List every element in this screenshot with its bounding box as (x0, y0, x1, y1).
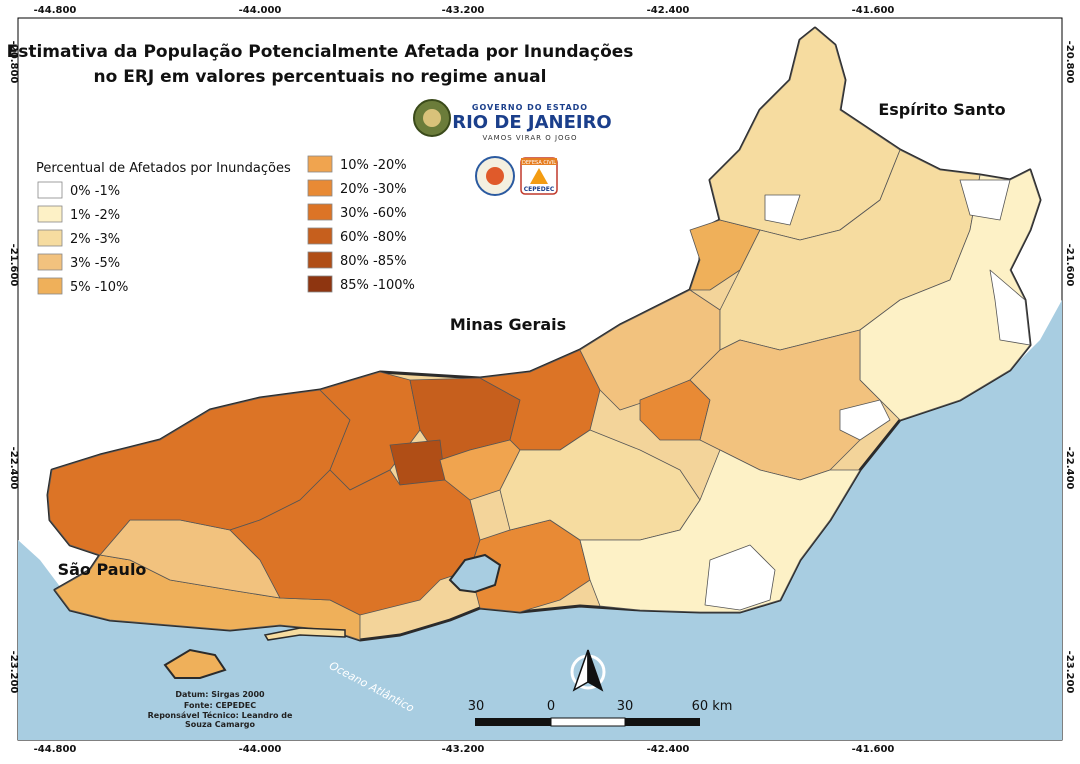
coord-bottom-label: -44.000 (239, 744, 282, 755)
scale-label: 60 km (692, 699, 733, 714)
agency-badges: DEFESA CIVIL CEPEDEC (475, 156, 558, 196)
legend-swatch (37, 181, 63, 199)
legend-label: 20% -30% (340, 182, 407, 197)
marambaia (263, 627, 346, 641)
legend-swatch (307, 275, 333, 293)
cepedec-text: CEPEDEC (524, 186, 555, 193)
region-white-lagos (704, 544, 776, 611)
map-title-line2: no ERJ em valores percentuais no regime … (94, 67, 547, 87)
coord-right-label: -22.400 (1064, 447, 1075, 490)
coord-top-label: -44.000 (239, 5, 282, 16)
legend-swatch (37, 205, 63, 223)
coord-top-label: -44.800 (34, 5, 77, 16)
legend-swatch (307, 179, 333, 197)
municipalities (47, 27, 1041, 641)
coord-left-label: -20.800 (8, 41, 19, 84)
coord-right-label: -23.200 (1064, 651, 1075, 694)
coord-left-label: -23.200 (8, 651, 19, 694)
coord-top-label: -41.600 (852, 5, 895, 16)
state-label-mg: Minas Gerais (450, 315, 566, 334)
logo-line3: VAMOS VIRAR O JOGO (483, 134, 578, 142)
legend-items: 0% -1% 1% -2% 2% -3% 3% -5% 5% -10% 10% -20% 2… (37, 155, 415, 295)
state-label-es: Espírito Santo (878, 100, 1005, 119)
coord-bottom-label: -44.800 (34, 744, 77, 755)
cepedec-triangle-icon (530, 168, 548, 184)
coord-right-label: -20.800 (1064, 41, 1075, 84)
scale-label: 30 (617, 699, 634, 714)
coord-right: -20.800 -21.600 -22.400 -23.200 (1064, 41, 1075, 694)
ilha-grande (163, 648, 227, 679)
region-white-north (959, 179, 1011, 221)
region-metro (229, 469, 481, 616)
legend-label: 60% -80% (340, 230, 407, 245)
legend-label: 30% -60% (340, 206, 407, 221)
institute-seal-center-icon (486, 167, 504, 185)
legend-swatch (307, 227, 333, 245)
legend-swatch (37, 253, 63, 271)
scale-label: 30 (468, 699, 485, 714)
north-arrow-icon (570, 649, 606, 692)
legend-swatch (37, 229, 63, 247)
region-white-east (989, 269, 1031, 346)
legend: Percentual de Afetados por Inundações (36, 161, 291, 176)
coord-bottom-label: -41.600 (852, 744, 895, 755)
scale-segment-black (475, 718, 551, 726)
legend-label: 5% -10% (70, 280, 128, 295)
legend-label: 85% -100% (340, 278, 415, 293)
scale-label: 0 (547, 699, 555, 714)
credit-responsavel: Reponsável Técnico: Leandro de (148, 710, 293, 720)
coord-top-label: -42.400 (647, 5, 690, 16)
coord-bottom: -44.800 -44.000 -43.200 -42.400 -41.600 (34, 744, 895, 755)
coord-bottom-label: -43.200 (442, 744, 485, 755)
region-white-coast (839, 399, 891, 441)
credit-responsavel-name: Souza Camargo (185, 720, 255, 729)
legend-label: 10% -20% (340, 158, 407, 173)
coord-left: -20.800 -21.600 -22.400 -23.200 (8, 41, 19, 694)
cepedec-badge-top-icon (521, 158, 557, 165)
guanabara-bay (448, 553, 502, 594)
ocean (18, 300, 1062, 740)
logo-line2: RIO DE JANEIRO (452, 112, 611, 133)
legend-label: 80% -85% (340, 254, 407, 269)
legend-label: 1% -2% (70, 208, 120, 223)
region-lagos (579, 449, 861, 613)
coord-right-label: -21.600 (1064, 244, 1075, 287)
defesa-civil-text: DEFESA CIVIL (522, 160, 556, 166)
legend-swatch (307, 251, 333, 269)
region-white-small (764, 194, 801, 226)
legend-swatch (307, 203, 333, 221)
legend-swatch (307, 155, 333, 173)
map-title-line1: Estimativa da População Potencialmente A… (7, 42, 634, 62)
logo-line1: GOVERNO DO ESTADO (472, 103, 588, 112)
coord-left-label: -22.400 (8, 447, 19, 490)
scale-segment-black (625, 718, 700, 726)
state-label-sp: São Paulo (58, 560, 147, 579)
coord-top-label: -43.200 (442, 5, 485, 16)
legend-title: Percentual de Afetados por Inundações (36, 161, 291, 176)
legend-label: 2% -3% (70, 232, 120, 247)
credit-datum: Datum: Sirgas 2000 (175, 690, 265, 699)
scale-segment-white (550, 717, 626, 727)
region-campos (859, 169, 1041, 421)
coord-top: -44.800 -44.000 -43.200 -42.400 -41.600 (34, 5, 895, 16)
coat-of-arms-inner-icon (423, 109, 441, 127)
legend-label: 0% -1% (70, 184, 120, 199)
coord-bottom-label: -42.400 (647, 744, 690, 755)
scale-bar: 30 0 30 60 km (468, 699, 733, 727)
coord-left-label: -21.600 (8, 244, 19, 287)
government-logo: GOVERNO DO ESTADO RIO DE JANEIRO VAMOS V… (413, 99, 612, 142)
legend-label: 3% -5% (70, 256, 120, 271)
legend-swatch (37, 277, 63, 295)
region-peak (389, 439, 446, 486)
credit-fonte: Fonte: CEPEDEC (184, 701, 256, 710)
north-arrow-right-icon (587, 649, 604, 692)
